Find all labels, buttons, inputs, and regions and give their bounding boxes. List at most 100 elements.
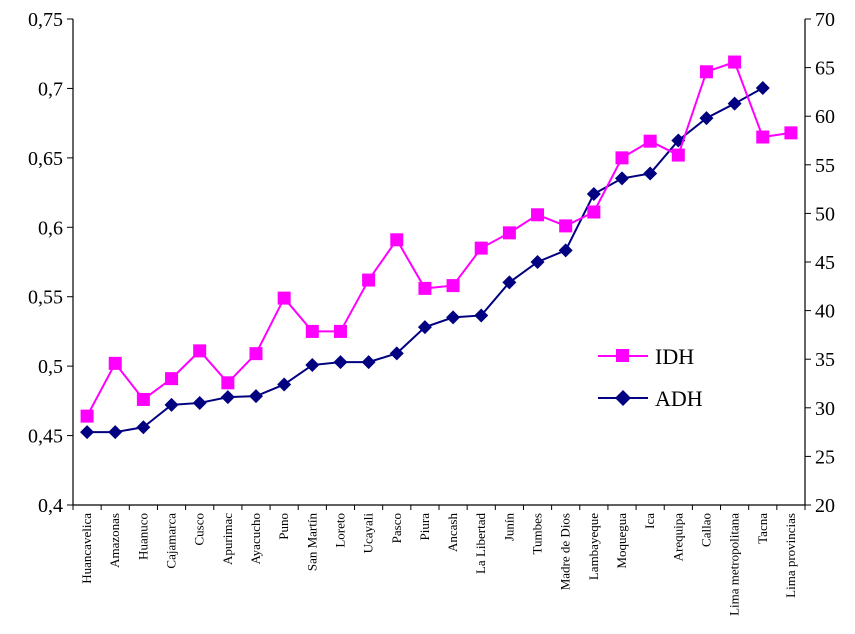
right-tick-label: 50: [815, 203, 835, 225]
legend-idh-marker: [616, 349, 629, 362]
idh-point: [474, 241, 488, 255]
adh-point: [755, 81, 770, 96]
right-tick-label: 35: [815, 349, 835, 371]
category-label: Tumbes: [530, 513, 545, 554]
idh-point: [502, 226, 516, 240]
idh-point: [756, 130, 770, 144]
category-label: Apurimac: [220, 513, 235, 565]
idh-point: [671, 148, 685, 162]
category-label: Callao: [698, 513, 713, 547]
idh-point: [249, 347, 263, 361]
category-label: Lima provincias: [783, 513, 798, 598]
idh-point: [80, 409, 94, 423]
adh-point: [164, 397, 179, 412]
adh-point: [333, 355, 348, 370]
left-tick-label: 0,55: [28, 287, 63, 309]
category-label: Lambayeque: [586, 513, 601, 580]
right-tick-label: 70: [815, 9, 835, 31]
adh-point: [277, 377, 292, 392]
idh-point: [728, 55, 742, 69]
idh-point: [193, 344, 207, 358]
right-tick-label: 40: [815, 301, 835, 323]
category-label: Junín: [501, 513, 516, 542]
category-label: Moquegua: [614, 513, 629, 569]
right-tick-label: 65: [815, 58, 835, 80]
adh-point: [108, 425, 123, 440]
adh-point: [389, 346, 404, 361]
idh-point: [587, 205, 601, 219]
idh-point: [108, 356, 122, 370]
category-label: Ica: [642, 513, 657, 529]
category-label: Loreto: [332, 513, 347, 548]
left-tick-label: 0,5: [38, 356, 63, 378]
legend-adh-label: ADH: [655, 386, 703, 411]
idh-point: [784, 126, 798, 140]
left-tick-label: 0,6: [38, 217, 63, 239]
category-label: Cajamarca: [164, 513, 179, 569]
adh-point: [502, 275, 517, 290]
idh-point: [277, 291, 291, 305]
category-label: Amazonas: [107, 513, 122, 568]
series-layer: [80, 55, 798, 440]
right-tick-label: 55: [815, 155, 835, 177]
idh-point: [531, 208, 545, 222]
category-label: Huancavelica: [79, 513, 94, 584]
right-tick-label: 45: [815, 252, 835, 274]
adh-point: [530, 255, 545, 269]
legend-idh-label: IDH: [655, 344, 694, 369]
category-label: Pasco: [389, 513, 404, 543]
idh-point: [446, 279, 460, 293]
adh-point: [586, 186, 601, 201]
category-label: Puno: [276, 513, 291, 540]
idh-point: [559, 219, 573, 233]
category-label: Tacna: [755, 513, 770, 544]
category-label: San Martín: [304, 513, 319, 572]
idh-point: [136, 392, 150, 406]
adh-point: [192, 395, 207, 410]
adh-point: [136, 420, 151, 435]
adh-point: [305, 358, 320, 373]
right-axis-ticks: 20 25 30 35 40 45 50 55 60 65 70: [805, 9, 835, 517]
category-label: Ayacucho: [248, 513, 263, 565]
category-label: Ucayali: [361, 513, 376, 554]
category-label: Lima metropolitana: [727, 513, 742, 616]
category-label: Ancash: [445, 513, 460, 552]
idh-point: [221, 376, 235, 390]
left-tick-label: 0,7: [38, 78, 63, 100]
category-label: Piura: [417, 513, 432, 541]
adh-point: [80, 425, 95, 440]
adh-point: [643, 166, 658, 181]
adh-point: [361, 355, 376, 370]
idh-point: [390, 233, 404, 247]
right-tick-label: 30: [815, 398, 835, 420]
idh-point: [418, 281, 432, 295]
left-tick-label: 0,4: [38, 495, 63, 517]
idh-point: [643, 134, 657, 148]
idh-point: [305, 324, 319, 338]
right-tick-label: 25: [815, 446, 835, 468]
legend: IDH ADH: [598, 344, 703, 411]
idh-point: [699, 65, 713, 79]
left-axis-ticks: 0,4 0,45 0,5 0,55 0,6 0,65 0,7 0,75: [28, 9, 73, 517]
category-label: Cusco: [192, 513, 207, 546]
left-tick-label: 0,45: [28, 426, 63, 448]
adh-point: [558, 243, 573, 258]
left-tick-label: 0,65: [28, 148, 63, 170]
category-label: La Libertad: [473, 513, 488, 574]
idh-point: [362, 273, 376, 287]
adh-point: [220, 390, 235, 405]
adh-point: [727, 96, 742, 111]
legend-adh-marker: [615, 390, 631, 406]
category-label: Huanuco: [135, 513, 150, 560]
adh-point: [699, 111, 714, 126]
adh-point: [446, 310, 461, 325]
adh-series-line: [115, 87, 764, 434]
adh-point: [474, 308, 489, 323]
idh-point: [615, 151, 629, 165]
adh-point: [249, 389, 263, 404]
category-label: Arequipa: [670, 513, 685, 562]
right-tick-label: 60: [815, 106, 835, 128]
idh-point: [165, 372, 179, 386]
left-tick-label: 0,75: [28, 9, 63, 31]
